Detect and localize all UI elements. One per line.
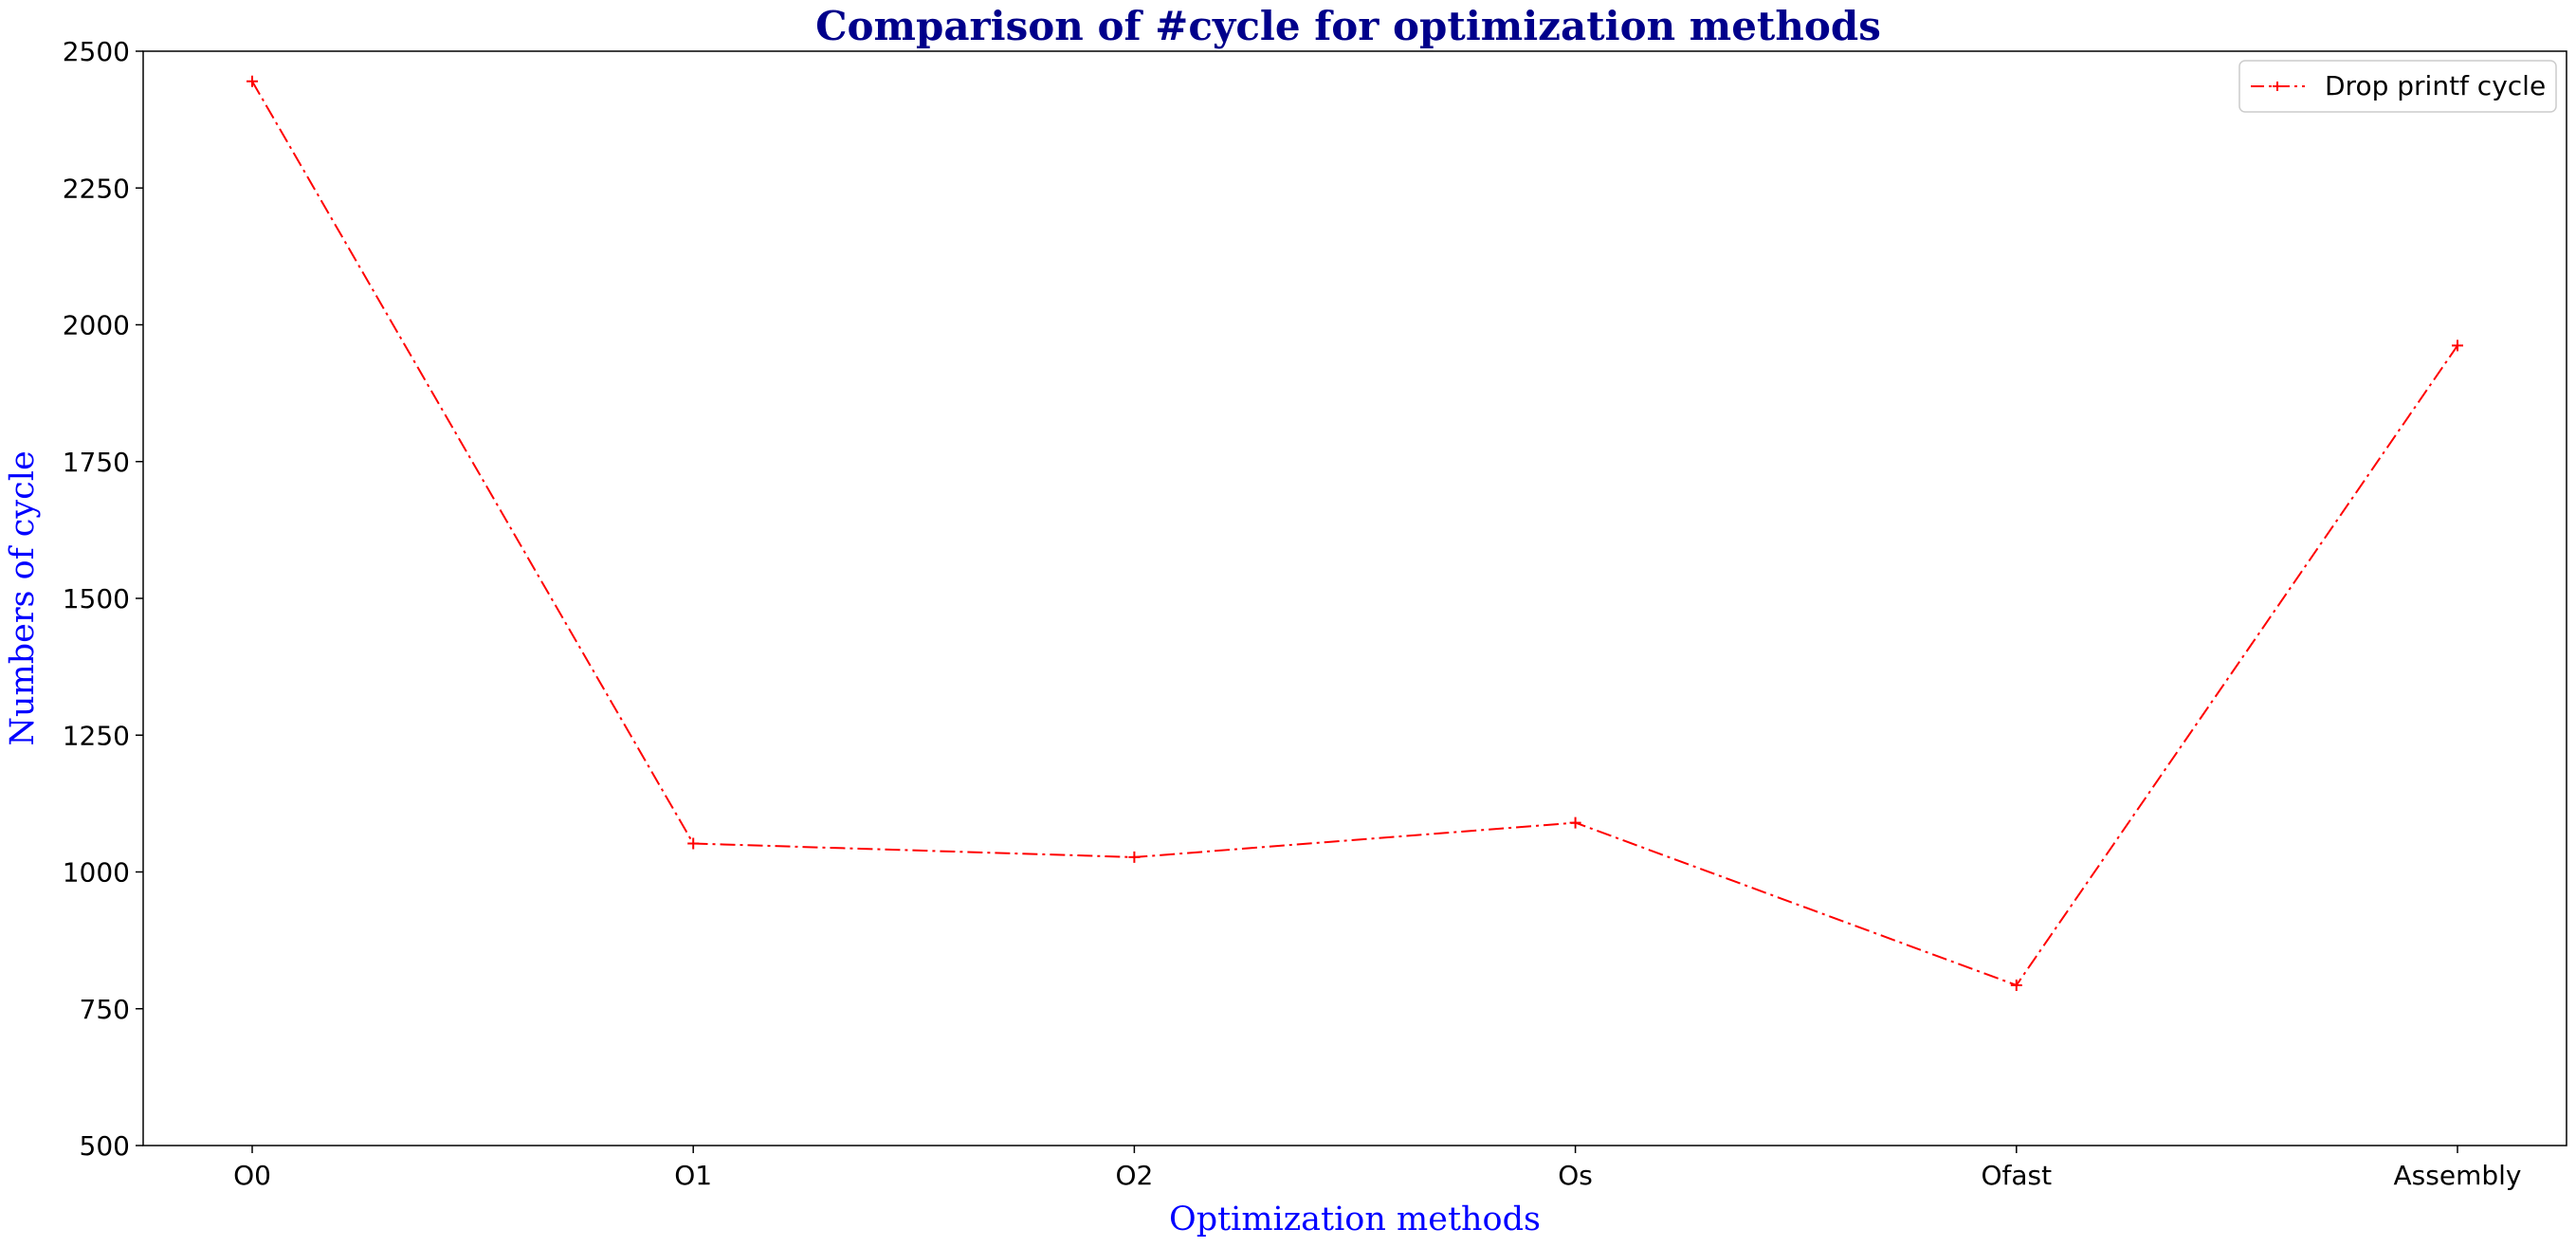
y-tick-label: 1000 [63,857,130,889]
plot-area [142,50,2567,1146]
x-tick-label: O0 [233,1160,271,1191]
legend-marker-sample [2273,82,2282,91]
data-point [2010,979,2022,991]
y-tick-label: 1500 [63,583,130,614]
legend: Drop printf cycle [2238,60,2557,113]
data-point [247,75,258,87]
y-axis: 500 750 1000 1250 1500 1750 2000 2250 2500 [63,36,143,1162]
y-tick-label: 2000 [63,310,130,341]
data-point [687,837,700,850]
data-point [1128,851,1141,863]
y-tick-label: 1750 [63,447,130,478]
x-tick-label: Assembly [2394,1160,2522,1191]
data-point [2452,339,2463,352]
x-tick-label: Os [1558,1160,1593,1191]
chart-title: Comparison of #cycle for optimization me… [815,3,1881,49]
y-tick-label: 500 [80,1130,130,1162]
x-axis: O0 O1 O2 Os Ofast Assembly [233,1146,2521,1191]
legend-label: Drop printf cycle [2325,70,2546,101]
series-layer [247,75,2463,991]
series-line [251,81,2458,987]
y-axis-title: Numbers of cycle [4,450,42,745]
x-axis-title: Optimization methods [1169,1201,1541,1238]
y-tick-label: 1250 [63,720,130,751]
y-tick-label: 750 [80,994,130,1025]
x-tick-label: Ofast [1981,1160,2052,1191]
y-tick-label: 2500 [63,36,130,67]
x-tick-label: O2 [1115,1160,1153,1191]
y-tick-label: 2250 [63,173,130,204]
data-point [1569,816,1581,829]
x-tick-label: O1 [674,1160,712,1191]
legend-frame [2238,60,2557,113]
